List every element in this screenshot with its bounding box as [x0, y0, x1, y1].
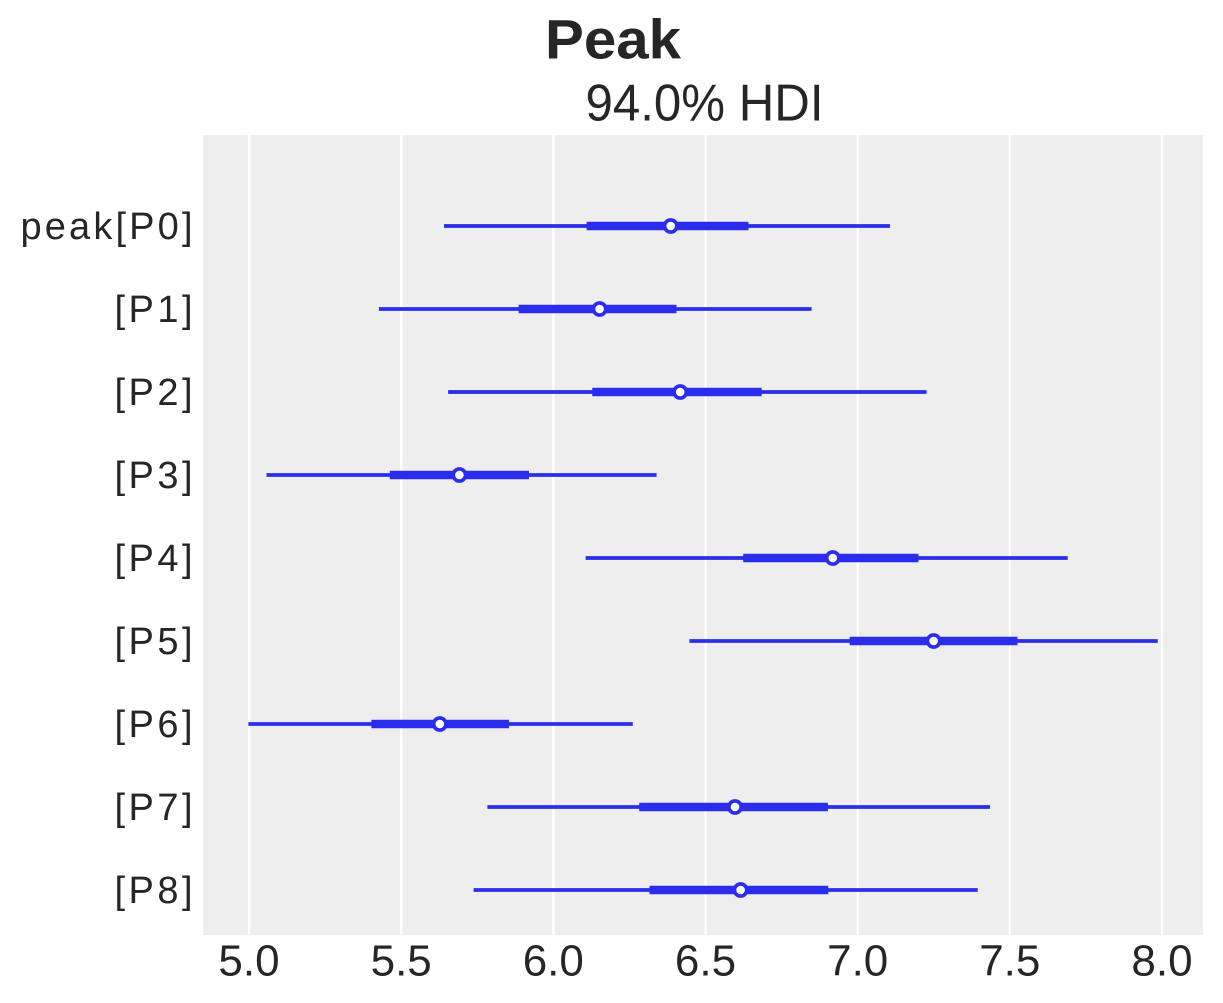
svg-text:7.0: 7.0 [827, 937, 888, 986]
svg-text:6.0: 6.0 [523, 937, 584, 986]
svg-text:peak[P0]: peak[P0] [21, 206, 193, 248]
svg-text:6.5: 6.5 [675, 937, 736, 986]
svg-text:8.0: 8.0 [1131, 937, 1192, 986]
svg-text:5.0: 5.0 [218, 937, 279, 986]
svg-text:5.5: 5.5 [371, 937, 432, 986]
svg-text:94.0% HDI: 94.0% HDI [586, 74, 824, 132]
svg-text:7.5: 7.5 [979, 937, 1040, 986]
svg-text:Peak: Peak [545, 8, 682, 71]
